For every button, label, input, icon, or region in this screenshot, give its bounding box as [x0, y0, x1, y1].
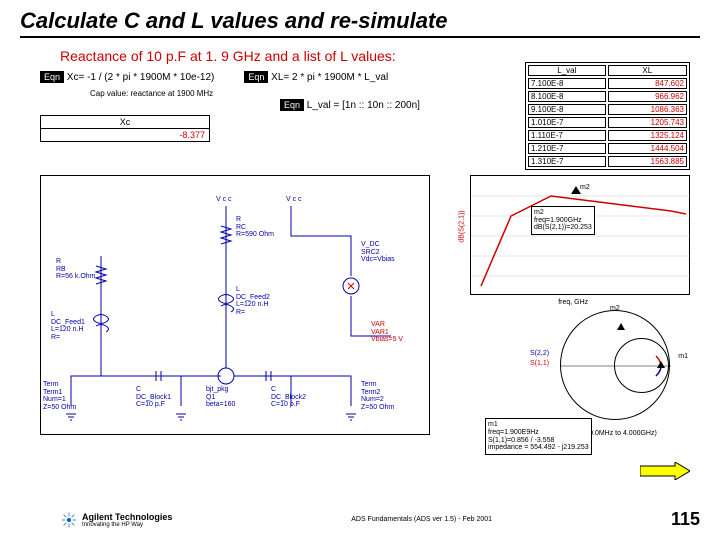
smith-s22: S(2,2) [530, 350, 549, 357]
dcblock2-label: C DC_Block2 C=10 p.F [271, 386, 306, 409]
smith-chart: m2 m1 S(2,2) S(1,1) freq (100.0MHz to 4.… [535, 305, 680, 435]
table-cell: 8.100E-8 [528, 91, 606, 102]
footer-note: ADS Fundamentals (ADS ver 1.5) - Feb 200… [351, 516, 492, 523]
table-cell: 1325.124 [608, 130, 687, 141]
th-lval: L_val [528, 65, 606, 76]
dcfeed1-label: L DC_Feed1 L=120 n.H R= [51, 311, 85, 342]
table-cell: 1444.504 [608, 143, 687, 154]
smith-s11: S(1,1) [530, 360, 549, 367]
readout-line: impedance = 554.492 - j219.253 [488, 444, 589, 452]
smith-m1: m1 [678, 353, 688, 360]
term2-label: Term Term2 Num=2 Z=50 Ohm [361, 381, 394, 412]
table-cell: 1.010E-7 [528, 117, 606, 128]
xc-value: -8.377 [41, 129, 209, 141]
page-title: Calculate C and L values and re-simulate [0, 0, 720, 36]
vdc-label: V_DC SRC2 Vdc=Vbias [361, 241, 395, 264]
readout-line: m1 [488, 421, 589, 429]
eqn-label: Eqn [280, 99, 304, 111]
logo: Agilent Technologies Innovating the HP W… [60, 511, 172, 529]
title-underline [20, 36, 700, 38]
lval-table: L_valXL 7.100E-8847.602 8.100E-8966.962 … [525, 62, 690, 170]
xc-table: Xc -8.377 [40, 115, 210, 142]
var-label: VAR VAR1 Vbias=5 V [371, 321, 403, 344]
rc-label: R RC R=590 Ohm [236, 216, 274, 239]
rb-label: R RB R=56 k.Ohm [56, 258, 96, 281]
readout-line: freq=1.900E9Hz [488, 429, 589, 437]
table-cell: 1563.885 [608, 156, 687, 167]
eqn-label: Eqn [40, 71, 64, 83]
readout-line: S(1,1)=0.856 / -3.558 [488, 437, 589, 445]
table-cell: 9.100E-8 [528, 104, 606, 115]
dcfeed2-label: L DC_Feed2 L=120 n.H R= [236, 286, 270, 317]
th-xl: XL [608, 65, 687, 76]
arrow-icon [640, 462, 690, 480]
footer: Agilent Technologies Innovating the HP W… [60, 509, 700, 530]
db-chart: m2 m2 freq=1.900GHz dB(S(2,1))=20.253 dB… [470, 175, 690, 295]
table-cell: 1.210E-7 [528, 143, 606, 154]
table-cell: 1086.363 [608, 104, 687, 115]
dcblock1-label: C DC_Block1 C=10 p.F [136, 386, 171, 409]
readout-line: m2 [534, 209, 592, 217]
eqn3-text: L_val = [1n :: 10n :: 200n] [307, 100, 420, 111]
xc-header: Xc [41, 116, 209, 129]
smith-readout: m1 freq=1.900E9Hz S(1,1)=0.856 / -3.558 … [485, 418, 592, 455]
table-cell: 847.602 [608, 78, 687, 89]
company-name: Agilent Technologies [82, 512, 172, 522]
eqn1-text: Xc= -1 / (2 * pi * 1900M * 10e-12) [67, 72, 215, 83]
logo-burst-icon [60, 511, 78, 529]
readout-line: freq=1.900GHz [534, 217, 592, 225]
chart-ylabel: dB(S(2,1)) [459, 211, 466, 243]
company-tagline: Innovating the HP Way [82, 522, 172, 528]
table-cell: 7.100E-8 [528, 78, 606, 89]
readout-line: dB(S(2,1))=20.253 [534, 224, 592, 232]
bjt-label: bjt_pkg Q1 beta=160 [206, 386, 235, 409]
eqn2-text: XL= 2 * pi * 1900M * L_val [271, 72, 388, 83]
eqn-label: Eqn [244, 71, 268, 83]
table-cell: 1.110E-7 [528, 130, 606, 141]
table-cell: 1.310E-7 [528, 156, 606, 167]
chart-marker-m2: m2 [580, 184, 590, 191]
chart-readout: m2 freq=1.900GHz dB(S(2,1))=20.253 [531, 206, 595, 235]
smith-outer-circle [560, 310, 670, 420]
table-cell: 966.962 [608, 91, 687, 102]
page-number: 115 [671, 509, 700, 530]
circuit-schematic: Term Term1 Num=1 Z=50 Ohm R RB R=56 k.Oh… [40, 175, 430, 435]
vcc2-label: V c c [286, 196, 302, 204]
smith-m2: m2 [610, 305, 620, 312]
vcc1-label: V c c [216, 196, 232, 204]
table-cell: 1205.743 [608, 117, 687, 128]
term1-label: Term Term1 Num=1 Z=50 Ohm [43, 381, 76, 412]
